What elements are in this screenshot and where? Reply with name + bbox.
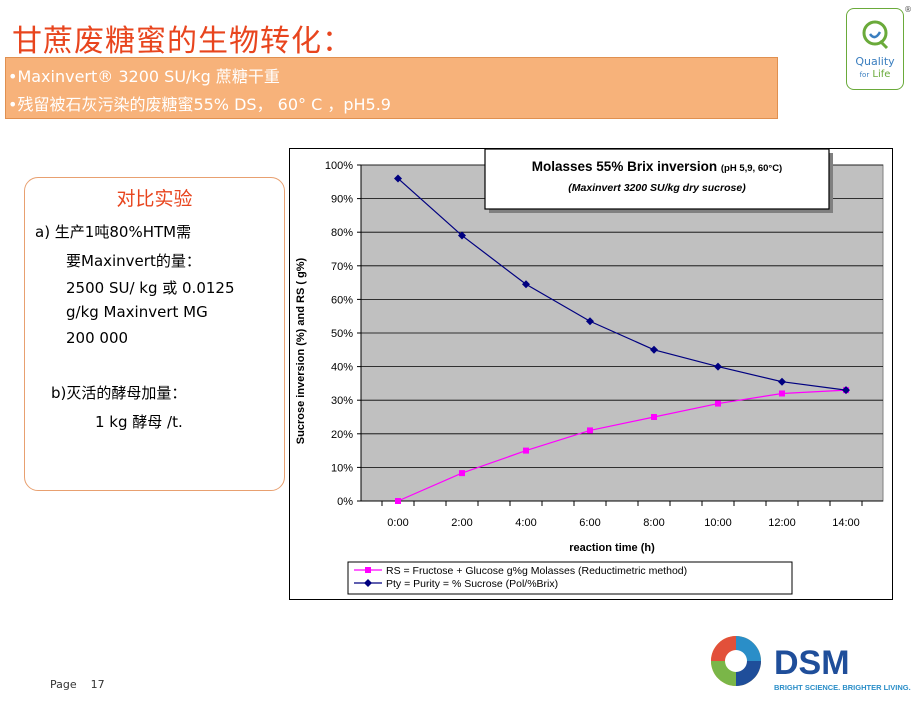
comparison-b-line2: 1 kg 酵母 /t. xyxy=(95,413,183,431)
dsm-mark-icon xyxy=(711,636,761,686)
pty-point xyxy=(394,174,402,183)
quality-for-life-logo: ® Quality for Life xyxy=(846,5,912,90)
rs-point xyxy=(587,427,593,434)
y-tick-label: 70% xyxy=(331,261,353,273)
y-axis: 0% 10% 20% 30% 40% 50% 60% 70% 80% 90% 100% xyxy=(325,160,362,508)
chart-frame: 0% 10% 20% 30% 40% 50% 60% 70% 80% 90% 100% 0:00 2:… xyxy=(289,148,893,600)
pty-point xyxy=(714,362,722,371)
comparison-heading: 对比实验 xyxy=(116,188,193,210)
rs-point xyxy=(715,400,721,407)
legend-rs-marker xyxy=(365,567,371,573)
x-tick-label: 0:00 xyxy=(387,517,408,529)
y-tick-label: 10% xyxy=(331,462,353,474)
pty-point xyxy=(650,345,658,354)
dsm-logo: DSM BRIGHT SCIENCE. BRIGHTER LIVING. xyxy=(711,636,911,692)
chart-title-line2: (Maxinvert 3200 SU/kg dry sucrose) xyxy=(568,182,746,194)
y-tick-label: 50% xyxy=(331,328,353,340)
legend: RS = Fructose + Glucose g%g Molasses (Re… xyxy=(347,561,793,595)
comparison-a-line4: g/kg Maxinvert MG xyxy=(66,303,208,321)
comparison-a-line3: 2500 SU/ kg 或 0.0125 xyxy=(66,279,235,297)
dsm-tagline: BRIGHT SCIENCE. BRIGHTER LIVING. xyxy=(774,683,911,692)
series-rs-line xyxy=(397,389,847,502)
chart-title-box: Molasses 55% Brix inversion (pH 5,9, 60°… xyxy=(484,148,833,213)
bullet-molasses: •残留被石灰污染的废糖蜜55% DS， 60° C ，pH5.9 xyxy=(8,95,391,114)
pty-point xyxy=(842,386,850,395)
quality-text: Quality xyxy=(855,55,895,68)
y-tick-label: 20% xyxy=(331,429,353,441)
y-axis-label: Sucrose inversion (%) and RS ( g%) xyxy=(295,257,307,444)
x-tick-label: 4:00 xyxy=(515,517,536,529)
y-tick-label: 100% xyxy=(325,160,353,172)
quality-q-icon xyxy=(862,20,889,50)
x-tick-label: 14:00 xyxy=(832,517,860,529)
rs-point xyxy=(651,414,657,420)
y-tick-label: 60% xyxy=(331,294,353,306)
legend-pty-marker xyxy=(364,579,372,587)
comparison-a-line2: 要Maxinvert的量： xyxy=(66,252,201,270)
x-tick-label: 2:00 xyxy=(451,517,472,529)
rs-point xyxy=(779,390,785,397)
comparison-box: 对比实验 a) 生产1吨80%HTM需 要Maxinvert的量： 2500 S… xyxy=(24,177,285,491)
comparison-a-line1: a) 生产1吨80%HTM需 xyxy=(35,223,192,241)
x-tick-label: 12:00 xyxy=(768,517,796,529)
page-footer: Page 17 xyxy=(50,678,105,691)
inversion-chart: 0% 10% 20% 30% 40% 50% 60% 70% 80% 90% 100% 0:00 2:… xyxy=(295,148,884,595)
legend-rs-label: RS = Fructose + Glucose g%g Molasses (Re… xyxy=(386,565,687,577)
x-tick-label: 10:00 xyxy=(704,517,732,529)
for-life-text: for Life xyxy=(859,69,891,80)
rs-point xyxy=(395,498,401,504)
rs-point xyxy=(459,470,465,477)
chart-title-line1: Molasses 55% Brix inversion (pH 5,9, 60°… xyxy=(532,159,782,174)
slide-title: 甘蔗废糖蜜的生物转化： xyxy=(12,24,353,59)
pty-point xyxy=(586,317,594,326)
page-number: 17 xyxy=(90,678,105,691)
comparison-a-line5: 200 000 xyxy=(66,329,129,347)
series-pty-line xyxy=(397,177,847,391)
pty-point xyxy=(458,231,466,240)
legend-pty-label: Pty = Purity = % Sucrose (Pol/%Brix) xyxy=(386,578,558,590)
comparison-b-line1: b)灭活的酵母加量： xyxy=(51,384,187,402)
x-axis: 0:00 2:00 4:00 6:00 8:00 10:00 12:00 14:00 xyxy=(361,500,883,529)
y-tick-label: 90% xyxy=(331,194,353,206)
x-tick-label: 8:00 xyxy=(643,517,664,529)
subtitle-band: •Maxinvert® 3200 SU/kg 蔗糖干重 •残留被石灰污染的废糖蜜… xyxy=(5,57,778,119)
pty-point xyxy=(522,280,530,289)
plot-area xyxy=(360,164,884,502)
bullet-dosage: •Maxinvert® 3200 SU/kg 蔗糖干重 xyxy=(8,67,280,86)
y-tick-label: 80% xyxy=(331,227,353,239)
y-tick-label: 0% xyxy=(337,496,353,508)
y-tick-label: 40% xyxy=(331,362,353,374)
pty-point xyxy=(778,377,786,386)
x-axis-label: reaction time (h) xyxy=(569,542,655,554)
page-label: Page xyxy=(50,678,77,691)
dsm-wordmark: DSM xyxy=(774,644,850,682)
series-layer xyxy=(394,174,850,504)
y-tick-label: 30% xyxy=(331,395,353,407)
registered-mark: ® xyxy=(904,5,912,14)
x-tick-label: 6:00 xyxy=(579,517,600,529)
rs-point xyxy=(523,447,529,454)
